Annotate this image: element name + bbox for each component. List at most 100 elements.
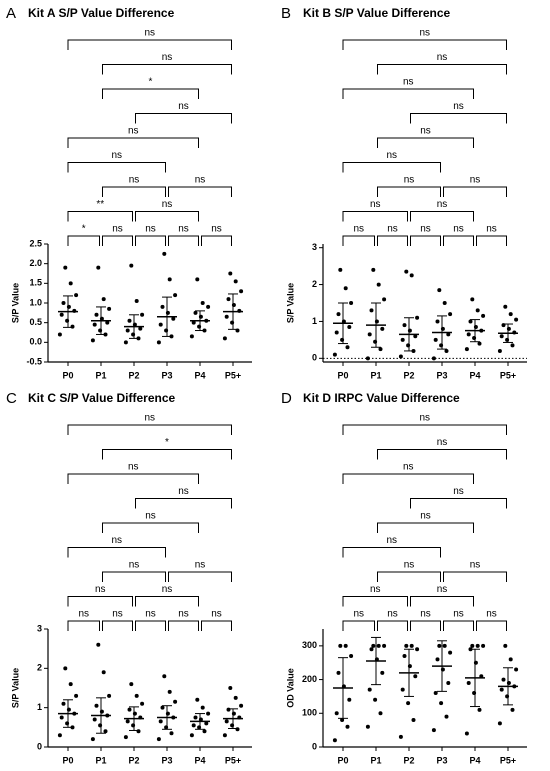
- data-point: [206, 711, 211, 716]
- chart-title: Kit C S/P Value Difference: [28, 391, 175, 405]
- significance-label: ns: [128, 462, 139, 473]
- y-tick-label: 2.0: [29, 258, 42, 268]
- data-point: [129, 263, 134, 268]
- significance-label: ns: [453, 486, 464, 497]
- data-point: [415, 315, 420, 320]
- chart-title: Kit D IRPC Value Difference: [303, 391, 460, 405]
- panel-label: A: [6, 5, 16, 22]
- data-point: [409, 273, 414, 278]
- data-point: [158, 719, 163, 724]
- data-point: [63, 265, 68, 270]
- data-point: [380, 326, 385, 331]
- y-tick-label: 0.5: [29, 317, 42, 327]
- x-tick-label: P2: [128, 755, 139, 765]
- x-tick-label: P3: [161, 370, 172, 380]
- significance-bracket: [102, 620, 133, 631]
- data-point: [195, 697, 200, 702]
- significance-bracket: [410, 596, 474, 607]
- significance-label: ns: [353, 609, 364, 620]
- significance-bracket: [102, 522, 199, 533]
- significance-bracket: [342, 88, 474, 99]
- x-tick-label: P1: [370, 755, 381, 765]
- significance-bracket: [342, 39, 507, 50]
- significance-bracket: [377, 522, 474, 533]
- data-point: [437, 643, 442, 648]
- significance-bracket: [135, 235, 166, 246]
- data-point: [239, 703, 244, 708]
- data-point: [347, 697, 352, 702]
- data-point: [398, 354, 403, 359]
- significance-bracket: [377, 449, 507, 460]
- data-point: [156, 340, 161, 345]
- significance-bracket: [342, 235, 375, 246]
- data-point: [173, 699, 178, 704]
- y-tick-label: 1.5: [29, 278, 42, 288]
- significance-bracket: [342, 547, 441, 558]
- data-point: [103, 729, 108, 734]
- y-tick-label: 1: [37, 702, 42, 712]
- significance-bracket: [342, 162, 441, 173]
- data-point: [499, 687, 504, 692]
- data-point: [431, 356, 436, 361]
- y-axis-label: OD Value: [285, 668, 295, 708]
- data-point: [466, 680, 471, 685]
- data-point: [160, 705, 165, 710]
- data-point: [464, 347, 469, 352]
- data-point: [70, 324, 75, 329]
- significance-label: ns: [129, 175, 140, 186]
- y-tick-label: 3: [37, 623, 42, 633]
- data-point: [140, 701, 145, 706]
- significance-label: ns: [211, 609, 222, 620]
- data-point: [481, 313, 486, 318]
- significance-bracket: [67, 424, 232, 435]
- significance-bracket: [67, 39, 232, 50]
- chart-title: Kit B S/P Value Difference: [303, 6, 450, 20]
- significance-label: ns: [162, 199, 173, 210]
- data-point: [96, 265, 101, 270]
- significance-bracket: [410, 235, 441, 246]
- data-point: [378, 711, 383, 716]
- data-point: [200, 301, 205, 305]
- x-tick-label: P3: [436, 370, 447, 380]
- data-point: [332, 738, 337, 743]
- data-point: [510, 343, 515, 348]
- data-point: [156, 737, 161, 742]
- chart-title: Kit A S/P Value Difference: [28, 6, 175, 20]
- significance-bracket: [102, 449, 232, 460]
- data-point: [514, 667, 519, 672]
- data-point: [140, 312, 145, 317]
- significance-label: ns: [145, 609, 156, 620]
- data-point: [338, 267, 343, 272]
- significance-bracket: [377, 186, 441, 197]
- significance-bracket: [377, 64, 507, 75]
- significance-label: ns: [420, 224, 431, 235]
- x-tick-label: P4: [194, 370, 205, 380]
- data-point: [68, 682, 73, 687]
- data-point: [226, 297, 231, 302]
- x-tick-label: P2: [403, 370, 414, 380]
- data-point: [371, 643, 376, 648]
- data-point: [413, 674, 418, 679]
- significance-label: ns: [162, 584, 173, 595]
- significance-label: ns: [419, 28, 430, 39]
- significance-label: ns: [128, 126, 139, 137]
- x-tick-label: P1: [95, 370, 106, 380]
- data-point: [202, 729, 207, 734]
- data-point: [365, 724, 370, 729]
- significance-bracket: [102, 235, 133, 246]
- significance-bracket: [377, 620, 408, 631]
- x-tick-label: P5+: [225, 755, 241, 765]
- data-point: [411, 718, 416, 723]
- data-point: [127, 318, 132, 323]
- data-point: [373, 697, 378, 702]
- data-point: [334, 330, 339, 335]
- x-tick-label: P4: [469, 755, 480, 765]
- significance-bracket: [67, 235, 100, 246]
- data-point: [508, 312, 513, 317]
- significance-bracket: [67, 547, 166, 558]
- y-tick-label: 100: [302, 708, 317, 718]
- y-axis-label: S/P Value: [10, 668, 20, 708]
- data-point: [96, 642, 101, 647]
- data-point: [191, 320, 196, 325]
- significance-label: *: [82, 224, 86, 235]
